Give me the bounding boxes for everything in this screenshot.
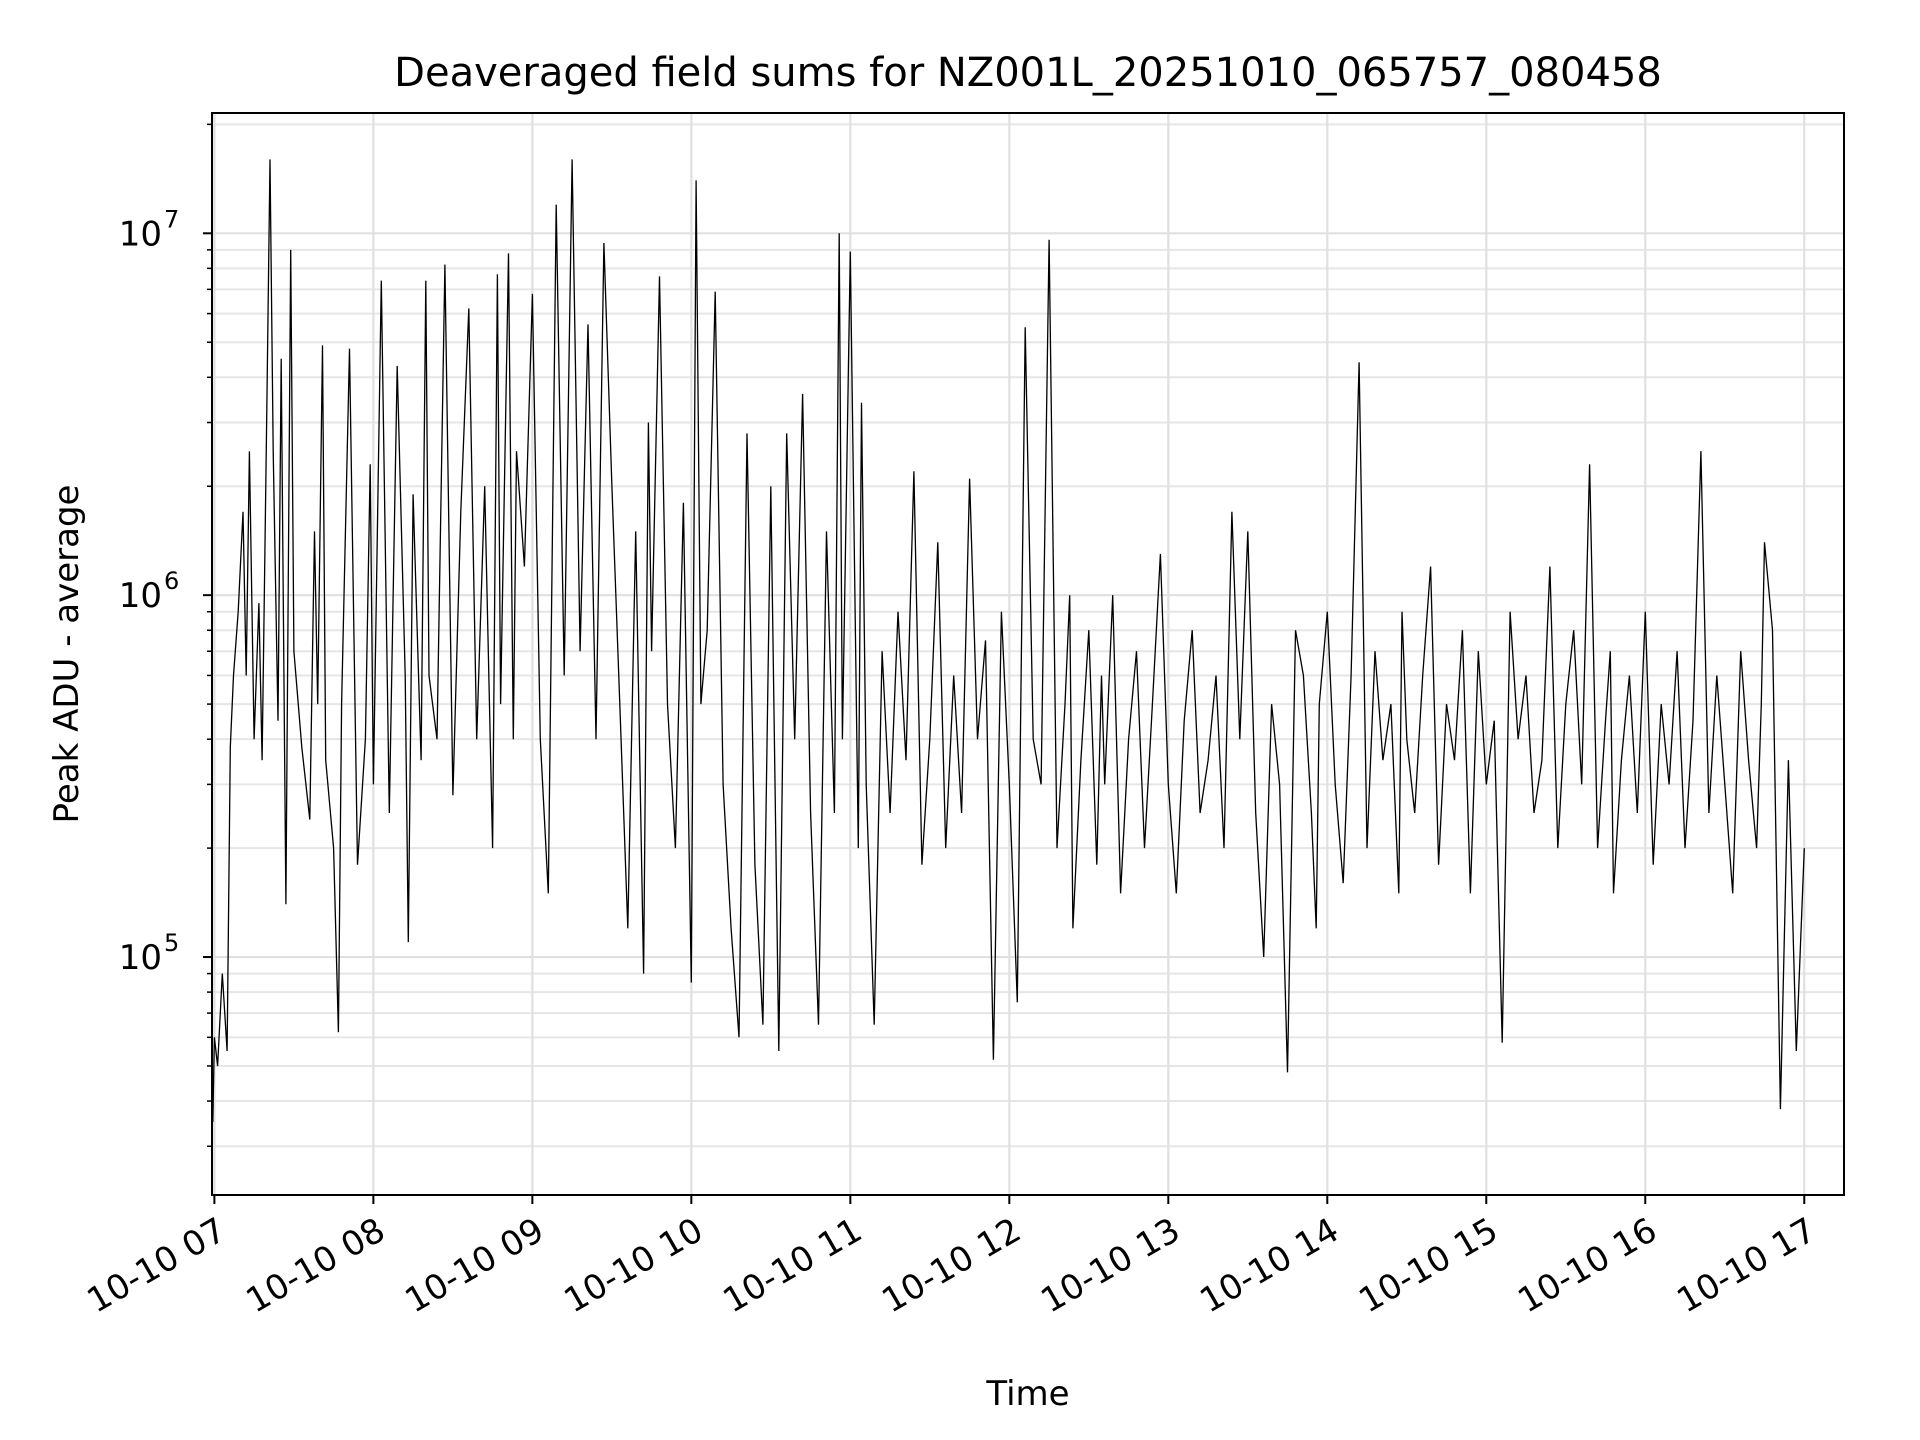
y-tick-exponent: 7 [164,205,179,233]
x-axis-label: Time [985,1374,1069,1414]
y-tick-exponent: 5 [164,929,179,957]
series-line [212,159,1805,1123]
y-tick-label: 10 [119,576,162,616]
y-tick-exponent: 6 [164,567,179,595]
y-tick-label: 10 [119,214,162,254]
plot-frame [211,112,1845,1196]
y-axis-label: Peak ADU - average [47,485,87,824]
y-tick-label: 10 [119,938,162,978]
chart-title: Deaveraged field sums for NZ001L_2025101… [394,50,1662,96]
grid [212,113,1844,1195]
